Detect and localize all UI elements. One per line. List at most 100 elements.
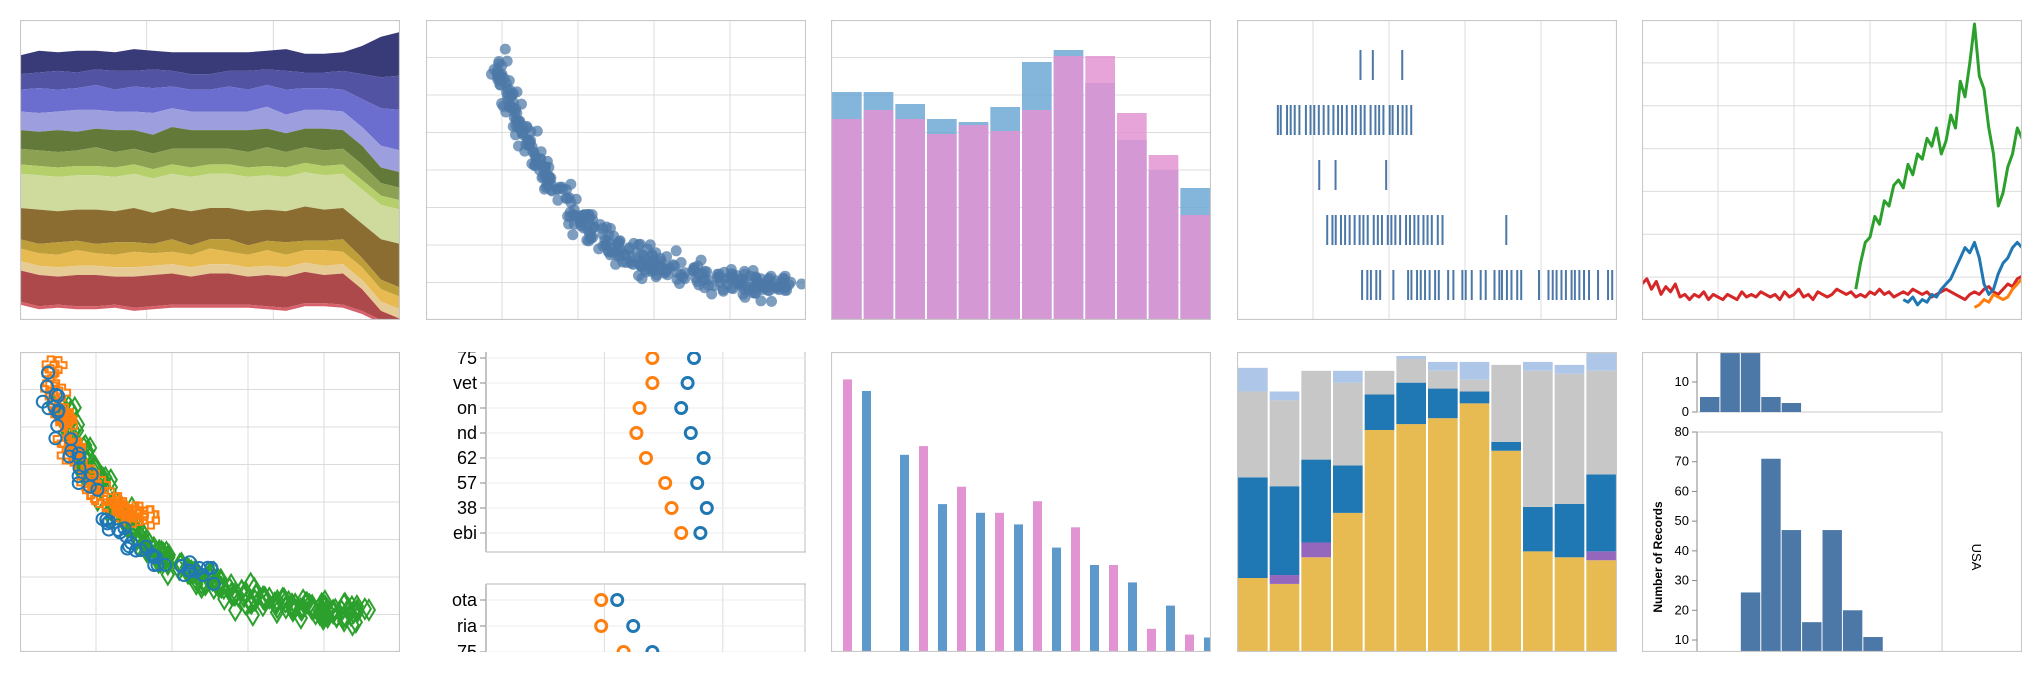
grouped-bar [938, 504, 947, 652]
histogram-bar [1761, 458, 1781, 652]
histogram-bar [1863, 637, 1883, 652]
stacked-segment [1364, 370, 1395, 395]
scatter-point-circle [62, 449, 77, 464]
gridlines [831, 57, 1211, 283]
scatter-point [611, 237, 623, 249]
plot-frame [1642, 20, 2022, 320]
scatter-point [557, 183, 569, 195]
stream-area [20, 239, 400, 297]
stacked-segment [1523, 361, 1553, 371]
overlaid-histogram-panel [831, 20, 1211, 320]
grouped-bar [995, 512, 1004, 652]
grouped-bar [1147, 628, 1156, 652]
scatter-point-cross [123, 504, 142, 523]
scatter-point [539, 161, 551, 173]
histogram-bar [1053, 56, 1084, 320]
scatter-point [573, 210, 585, 222]
grouped-bar [957, 486, 966, 652]
scatter-point-diamond [256, 586, 271, 611]
scatter-point-diamond [82, 435, 98, 460]
scatter-point-circle [84, 467, 99, 482]
stream-area [20, 106, 400, 173]
scatter-point [610, 258, 622, 270]
scatter-point-diamond [278, 596, 294, 620]
scatter-point-diamond [210, 571, 226, 596]
scatter-point-diamond [298, 590, 314, 615]
scatter-point-circle [95, 512, 110, 527]
dot-marker [645, 352, 660, 365]
series-line [1902, 240, 2022, 307]
scatter-point-diamond [343, 603, 359, 628]
scatter-shapes-chart [20, 352, 400, 652]
gridlines [1642, 20, 2022, 320]
faceted-histogram-panel: 0 10 10 20 30 40 50 60 70 80 Number of Records USA [1642, 352, 2022, 652]
scatter-point [661, 251, 673, 263]
stacked-segment [1459, 379, 1490, 392]
scatter-point [517, 127, 529, 138]
scatter-point [499, 43, 511, 55]
dot-marker [699, 501, 714, 515]
dot-marker [696, 451, 711, 465]
scatter-point [796, 278, 806, 290]
histogram-bar [927, 134, 957, 320]
dot-plot-chart: 75 vet on nd 62 57 38 ebi ota ria 75 [452, 352, 806, 652]
y-tick-label: 75 [457, 352, 477, 368]
stacked-segment [1586, 474, 1616, 552]
stacked-segment [1396, 358, 1426, 383]
scatter-point [766, 295, 777, 307]
scatter-point-diamond [276, 586, 292, 611]
stream-area [20, 32, 400, 78]
histogram-bar [1720, 352, 1740, 412]
scatter-point-diamond [288, 592, 303, 617]
stacked-segment [1554, 373, 1585, 504]
scatter-single-panel [426, 20, 806, 320]
streamgraph-chart [20, 20, 400, 320]
stacked-segment [1333, 512, 1363, 652]
stacked-segment [1554, 504, 1585, 558]
histogram-bar [1117, 113, 1147, 320]
histogram-bar [1740, 592, 1761, 652]
facet-label: USA [1969, 544, 1984, 571]
series-line [1973, 277, 2022, 309]
dot-marker [616, 645, 631, 652]
histogram-bar [1761, 397, 1781, 412]
stacked-segment [1523, 370, 1553, 507]
stacked-bar-chart [1237, 352, 1617, 652]
stacked-segment [1586, 370, 1616, 475]
y-tick-label: 75 [457, 642, 477, 652]
histogram-bar [1802, 622, 1822, 652]
scatter-point [626, 255, 638, 267]
scatter-point-diamond [269, 600, 285, 625]
scatter-point [581, 234, 593, 246]
plot-frame [20, 352, 400, 652]
scatter-point-circle [195, 568, 210, 582]
scatter-point [503, 75, 515, 87]
histogram-bar [1700, 397, 1720, 412]
grouped-bar [976, 512, 985, 652]
scatter-point [697, 274, 709, 286]
dot-marker [674, 526, 689, 540]
scatter-point-circle [147, 558, 162, 573]
strip-plot-chart [1237, 20, 1617, 320]
scatter-point [752, 276, 764, 288]
scatter-point-circle [183, 564, 198, 579]
stream-area [20, 270, 400, 320]
histogram-bar [1781, 530, 1802, 652]
histogram-bar [895, 119, 925, 320]
scatter-point [671, 267, 683, 279]
scatter-single-chart [426, 20, 806, 320]
plot-frame [831, 352, 1211, 652]
scatter-point-cross [78, 466, 97, 485]
dot-marker [626, 619, 641, 633]
scatter-point-diamond [262, 586, 277, 611]
stacked-segment [1554, 557, 1585, 652]
scatter-point [739, 265, 750, 277]
stream-area [20, 85, 400, 151]
stacked-segment [1396, 356, 1426, 359]
stacked-segment [1333, 465, 1363, 513]
stacked-segment [1396, 382, 1426, 425]
stacked-segment [1333, 370, 1363, 383]
scatter-point [503, 101, 515, 113]
scatter-point-diamond [336, 592, 352, 617]
y-tick-label: ebi [453, 523, 477, 543]
